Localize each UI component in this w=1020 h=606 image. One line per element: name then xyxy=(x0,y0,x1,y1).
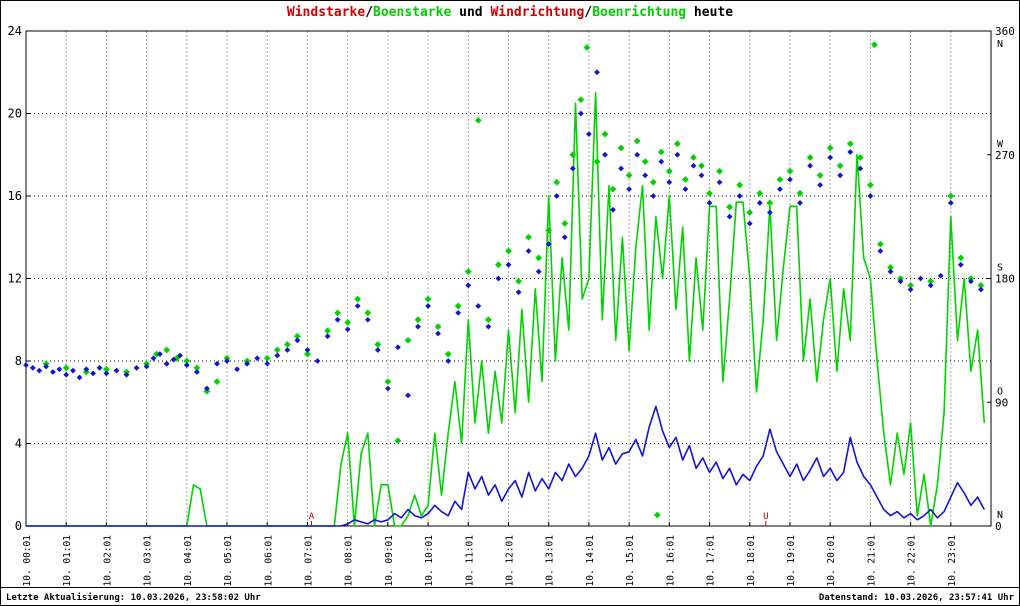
title-segment: Boenrichtung xyxy=(592,5,687,20)
x-tick-label: 10. 22:01 xyxy=(907,535,918,587)
footer-divider xyxy=(1,587,1019,588)
x-tick-label: 10. 23:01 xyxy=(947,535,958,587)
x-tick-label: 10. 17:01 xyxy=(706,535,717,587)
gust-direction-points xyxy=(42,41,985,519)
y-right-tick-label: 0 xyxy=(995,520,1002,533)
x-tick-label: 10. 16:01 xyxy=(665,535,676,587)
sun-marker-label: A xyxy=(309,512,315,522)
y-right-tick-label: 180 xyxy=(995,273,1015,286)
x-tick-label: 10. 03:01 xyxy=(143,535,154,587)
wind-speed-line xyxy=(26,405,986,527)
x-tick-label: 10. 05:01 xyxy=(223,535,234,587)
y-left-tick-label: 24 xyxy=(8,24,22,38)
x-tick-label: 10. 11:01 xyxy=(464,535,475,587)
x-tick-label: 10. 14:01 xyxy=(585,535,596,587)
x-tick-label: 10. 13:01 xyxy=(545,535,556,587)
gust-speed-line xyxy=(26,92,986,527)
x-tick-label: 10. 21:01 xyxy=(866,535,877,587)
compass-letter: N xyxy=(997,39,1003,50)
compass-letter: S xyxy=(997,263,1003,274)
sun-marker-label: U xyxy=(763,512,768,522)
y-left-tick-label: 4 xyxy=(15,437,22,451)
y-left-tick-label: 8 xyxy=(15,354,22,368)
x-tick-label: 10. 20:01 xyxy=(826,535,837,587)
x-tick-label: 10. 09:01 xyxy=(384,535,395,587)
y-left-tick-label: 20 xyxy=(8,107,22,121)
x-tick-label: 10. 15:01 xyxy=(625,535,636,587)
y-left-tick-label: 0 xyxy=(15,519,22,533)
y-right-tick-label: 360 xyxy=(995,25,1015,38)
compass-letter: N xyxy=(997,510,1003,521)
page-title: Windstarke/Boenstarke und Windrichtung/B… xyxy=(1,5,1019,20)
compass-letter: W xyxy=(997,139,1004,150)
title-segment: Boenstarke xyxy=(373,5,452,20)
y-right-tick-label: 90 xyxy=(995,396,1008,409)
x-tick-label: 10. 00:01 xyxy=(22,535,33,587)
x-tick-label: 10. 08:01 xyxy=(344,535,355,587)
x-tick-label: 10. 01:01 xyxy=(62,535,73,587)
left-axis-labels: 0 4 8 12 16 20 24 xyxy=(8,24,22,533)
x-tick-label: 10. 10:01 xyxy=(424,535,435,587)
compass-letter: O xyxy=(997,386,1003,397)
x-tick-label: 10. 18:01 xyxy=(746,535,757,587)
x-tick-label: 10. 19:01 xyxy=(786,535,797,587)
y-left-tick-label: 16 xyxy=(8,189,22,203)
title-segment: / xyxy=(584,5,593,20)
x-tick-label: 10. 04:01 xyxy=(183,535,194,587)
last-update-text: Letzte Aktualisierung: 10.03.2026, 23:58… xyxy=(6,593,261,603)
title-segment: Windstarke xyxy=(286,5,366,20)
x-tick-label: 10. 12:01 xyxy=(505,535,516,587)
axis-ticks xyxy=(25,30,992,527)
title-segment: / xyxy=(365,5,374,20)
x-axis-labels: 10. 00:01 10. 01:01 10. 02:01 10. 03:01 10. … xyxy=(22,535,958,587)
y-left-tick-label: 12 xyxy=(8,272,22,286)
x-tick-label: 10. 02:01 xyxy=(102,535,113,587)
y-right-tick-label: 270 xyxy=(995,149,1015,162)
title-segment: heute xyxy=(686,5,734,20)
title-segment: und xyxy=(451,5,491,20)
title-segment: Windrichtung xyxy=(490,5,585,20)
x-tick-label: 10. 06:01 xyxy=(263,535,274,587)
x-tick-label: 10. 07:01 xyxy=(303,535,314,587)
data-status-text: Datenstand: 10.03.2026, 23:57:41 Uhr xyxy=(818,593,1014,603)
